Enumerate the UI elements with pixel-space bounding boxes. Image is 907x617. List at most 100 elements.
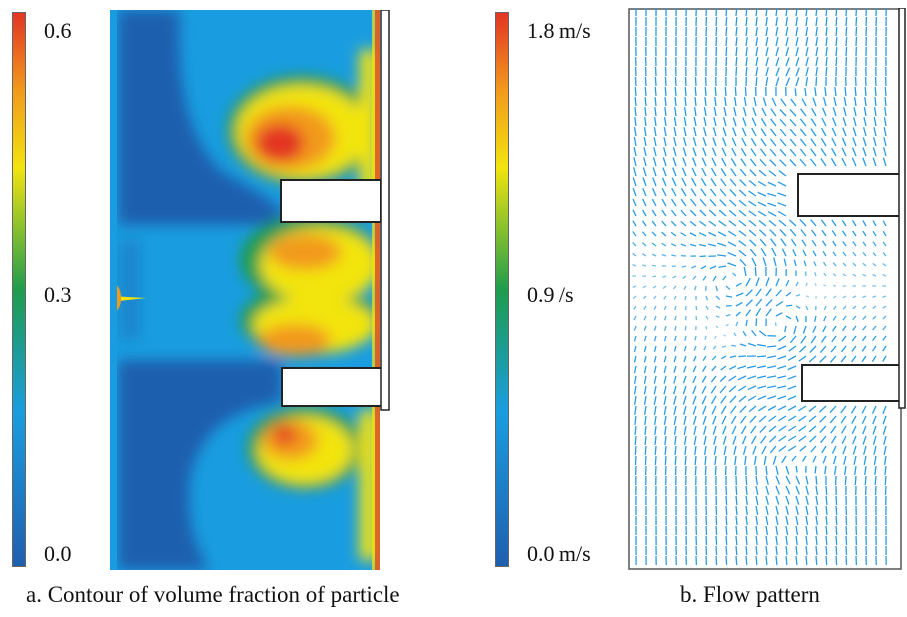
- velocity-arrow: [701, 385, 707, 394]
- velocity-arrow: [738, 355, 747, 358]
- velocity-arrow: [735, 56, 738, 67]
- velocity-arrow: [644, 405, 647, 415]
- velocity-arrow: [673, 395, 677, 405]
- velocity-arrow: [785, 291, 792, 297]
- velocity-arrow: [634, 76, 637, 87]
- velocity-arrow: [744, 86, 747, 97]
- velocity-arrow: [851, 335, 857, 342]
- velocity-arrow: [842, 117, 847, 127]
- velocity-arrow: [805, 535, 808, 546]
- velocity-arrow: [755, 495, 759, 505]
- velocity-arrow: [785, 57, 790, 67]
- velocity-arrow: [835, 515, 838, 526]
- velocity-arrow: [874, 475, 877, 486]
- velocity-arrow: [701, 395, 707, 405]
- velocity-arrow: [799, 128, 807, 137]
- velocity-arrow: [663, 147, 667, 157]
- velocity-arrow: [703, 107, 707, 117]
- velocity-arrow: [715, 525, 718, 536]
- velocity-arrow: [735, 321, 739, 327]
- velocity-arrow: [805, 545, 808, 556]
- velocity-arrow: [633, 355, 637, 363]
- velocity-arrow: [883, 435, 887, 445]
- velocity-arrow: [872, 425, 877, 435]
- velocity-arrow: [729, 395, 737, 404]
- velocity-arrow: [765, 308, 772, 317]
- velocity-arrow: [724, 96, 727, 107]
- velocity-arrow: [748, 219, 757, 227]
- velocity-arrow: [801, 455, 807, 462]
- velocity-arrow: [823, 284, 827, 287]
- velocity-arrow: [805, 282, 808, 287]
- velocity-arrow: [671, 254, 677, 257]
- velocity-arrow: [702, 365, 707, 372]
- velocity-arrow: [810, 128, 817, 137]
- velocity-arrow: [795, 545, 798, 556]
- velocity-arrow: [715, 285, 718, 292]
- velocity-arrow: [873, 117, 877, 127]
- velocity-arrow: [815, 16, 818, 27]
- velocity-arrow: [651, 231, 657, 237]
- velocity-arrow: [840, 355, 847, 363]
- velocity-arrow: [653, 345, 657, 352]
- velocity-arrow: [745, 475, 748, 486]
- velocity-arrow: [810, 219, 817, 227]
- velocity-arrow: [711, 395, 717, 405]
- velocity-arrow: [632, 187, 637, 197]
- velocity-arrow: [751, 127, 757, 137]
- velocity-arrow: [835, 555, 838, 566]
- velocity-arrow: [883, 117, 887, 127]
- velocity-arrow: [882, 295, 887, 298]
- velocity-arrow: [884, 86, 887, 97]
- velocity-arrow: [850, 405, 857, 414]
- right-wall-strip-b: [898, 8, 906, 409]
- velocity-arrow: [699, 209, 707, 217]
- velocity-arrow: [775, 515, 779, 525]
- velocity-arrow: [654, 445, 657, 456]
- velocity-arrow: [718, 209, 727, 217]
- velocity-arrow: [788, 435, 797, 442]
- velocity-arrow: [739, 343, 747, 347]
- velocity-arrow: [720, 405, 727, 415]
- velocity-arrow: [705, 295, 709, 301]
- velocity-arrow: [840, 415, 847, 424]
- velocity-arrow: [632, 167, 637, 177]
- velocity-arrow: [634, 435, 637, 446]
- velocity-arrow: [745, 309, 752, 317]
- velocity-arrow: [811, 107, 817, 117]
- velocity-arrow: [692, 147, 697, 157]
- velocity-arrow: [863, 455, 867, 465]
- velocity-arrow: [788, 445, 797, 452]
- velocity-arrow: [683, 365, 687, 373]
- velocity-arrow: [772, 455, 777, 465]
- velocity-arrow: [777, 181, 787, 187]
- velocity-arrow: [765, 16, 768, 27]
- velocity-arrow: [831, 127, 837, 137]
- velocity-arrow: [883, 137, 887, 147]
- velocity-arrow: [661, 231, 667, 237]
- velocity-arrow: [832, 315, 837, 321]
- velocity-arrow: [683, 117, 687, 127]
- velocity-arrow: [805, 305, 809, 311]
- velocity-arrow: [745, 525, 748, 536]
- velocity-arrow: [748, 229, 757, 237]
- velocity-arrow: [737, 365, 747, 370]
- velocity-arrow: [820, 158, 827, 167]
- velocity-arrow: [789, 335, 797, 344]
- velocity-arrow: [714, 465, 717, 476]
- velocity-arrow: [739, 168, 747, 177]
- velocity-arrow: [813, 315, 817, 322]
- velocity-arrow: [882, 405, 887, 414]
- velocity-arrow: [758, 405, 767, 412]
- velocity-arrow: [820, 127, 827, 137]
- velocity-arrow: [760, 148, 767, 157]
- velocity-arrow: [712, 137, 717, 147]
- velocity-arrow: [713, 435, 717, 445]
- velocity-arrow: [735, 301, 743, 307]
- velocity-arrow: [767, 395, 777, 400]
- velocity-arrow: [777, 355, 787, 360]
- velocity-arrow: [862, 315, 867, 320]
- velocity-arrow: [735, 545, 738, 556]
- velocity-arrow: [884, 465, 887, 476]
- velocity-arrow: [654, 76, 657, 87]
